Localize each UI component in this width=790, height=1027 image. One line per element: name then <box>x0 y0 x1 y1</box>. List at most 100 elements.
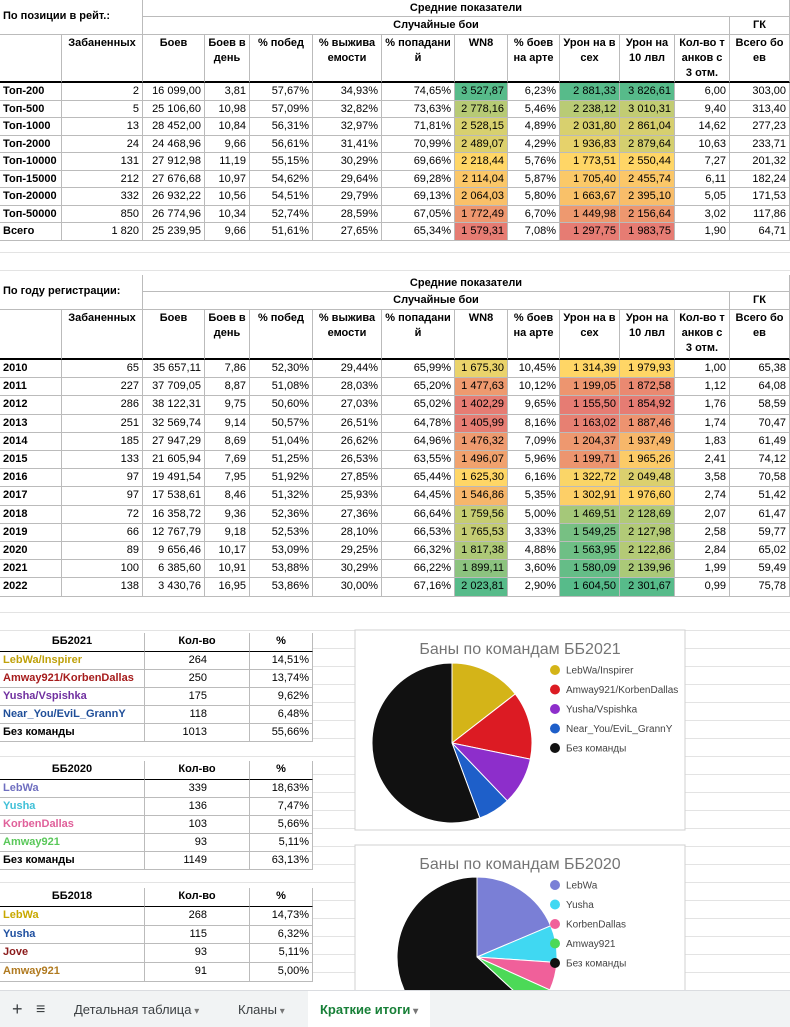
cell: 2021 <box>0 560 62 579</box>
cell: 70,47 <box>730 414 790 433</box>
cell: 2,84 <box>675 542 730 561</box>
cell: 70,58 <box>730 469 790 488</box>
add-sheet[interactable]: + <box>12 999 23 1019</box>
cell: Кол-во танков с 3 отм. <box>675 35 730 83</box>
cell: 29,64% <box>313 170 382 188</box>
cell: Урон на всех <box>560 310 620 360</box>
cell: 9 656,46 <box>143 542 205 561</box>
cell: 7,86 <box>205 360 250 379</box>
cell: 1 772,49 <box>455 205 508 223</box>
cell: 64,96% <box>382 432 455 451</box>
legend-label: Yusha/Vspishka <box>566 705 638 716</box>
cell: 2 122,86 <box>620 542 675 561</box>
cell: 5,11% <box>250 944 313 964</box>
cell: Без команды <box>0 724 145 742</box>
cell: 7,08% <box>508 223 560 241</box>
cell: 74,12 <box>730 451 790 470</box>
legend-label: LebWa/Inspirer <box>566 666 634 677</box>
cell: 32,82% <box>313 100 382 118</box>
cell: 1 496,07 <box>455 451 508 470</box>
cell: 91 <box>145 963 250 982</box>
cell: 332 <box>62 188 143 206</box>
cell: 1 675,30 <box>455 360 508 379</box>
cell: 4,88% <box>508 542 560 561</box>
cell: 9,62% <box>250 688 313 706</box>
cell: 1 199,71 <box>560 451 620 470</box>
cell: 50,57% <box>250 414 313 433</box>
cell: 286 <box>62 396 143 415</box>
cell: 1 477,63 <box>455 378 508 397</box>
cell: % попаданий <box>382 35 455 83</box>
cell: Топ-50000 <box>0 205 62 223</box>
cell: По году регистрации: <box>0 275 143 310</box>
pie-slice <box>450 742 531 802</box>
cell: 52,53% <box>250 523 313 542</box>
cell: 2 238,12 <box>560 100 620 118</box>
sheet-tab[interactable]: Кланы ▾ <box>226 991 297 1027</box>
cell: 1,76 <box>675 396 730 415</box>
cell: 1 820 <box>62 223 143 241</box>
cell: 25 106,60 <box>143 100 205 118</box>
cell: 55,66% <box>250 724 313 742</box>
cell: 1 163,02 <box>560 414 620 433</box>
cell: 277,23 <box>730 118 790 136</box>
cell: 9,66 <box>205 223 250 241</box>
cell: 2 489,07 <box>455 135 508 153</box>
cell: 212 <box>62 170 143 188</box>
cell: 16,95 <box>205 578 250 597</box>
legend-swatch <box>550 743 560 753</box>
tab-menu-arrow[interactable]: ▾ <box>191 1006 200 1017</box>
cell: Amway921 <box>0 834 145 852</box>
cell: 27,03% <box>313 396 382 415</box>
cell: 52,36% <box>250 505 313 524</box>
cell: KorbenDallas <box>0 816 145 834</box>
tab-label: Кланы <box>238 1002 277 1017</box>
pie-slice <box>451 742 508 819</box>
sheet-list[interactable]: ≡ <box>36 1001 46 1018</box>
cell: 6,48% <box>250 706 313 724</box>
cell <box>0 310 62 360</box>
cell: 1 773,51 <box>560 153 620 171</box>
cell: 51,08% <box>250 378 313 397</box>
cell: 53,86% <box>250 578 313 597</box>
cell: Топ-20000 <box>0 188 62 206</box>
cell: ББ2020 <box>0 761 145 780</box>
legend-label: Yusha <box>566 900 594 911</box>
cell: 54,51% <box>250 188 313 206</box>
cell: 117,86 <box>730 205 790 223</box>
cell: 64,08 <box>730 378 790 397</box>
cell: 65,44% <box>382 469 455 488</box>
tab-label: Детальная таблица <box>74 1002 192 1017</box>
tab-menu-arrow[interactable]: ▾ <box>410 1006 419 1017</box>
cell: 6,16% <box>508 469 560 488</box>
cell: 26,53% <box>313 451 382 470</box>
cell: 8,46 <box>205 487 250 506</box>
cell: 27,65% <box>313 223 382 241</box>
cell: 63,13% <box>250 852 313 870</box>
cell: 1,12 <box>675 378 730 397</box>
cell: 5 <box>62 100 143 118</box>
sheet-tab[interactable]: Детальная таблица ▾ <box>62 991 211 1027</box>
cell: Забаненных <box>62 35 143 83</box>
cell: 54,62% <box>250 170 313 188</box>
cell: 51,32% <box>250 487 313 506</box>
cell: 67,05% <box>382 205 455 223</box>
cell: 1149 <box>145 852 250 870</box>
legend-swatch <box>550 958 560 968</box>
sheet-tab[interactable]: Краткие итоги ▾ <box>308 991 431 1027</box>
cell: 1 625,30 <box>455 469 508 488</box>
pie-slice <box>476 956 558 990</box>
cell <box>0 35 62 83</box>
cell: 2019 <box>0 523 62 542</box>
cell: 97 <box>62 487 143 506</box>
legend-swatch <box>550 938 560 949</box>
tab-menu-arrow[interactable]: ▾ <box>276 1006 285 1017</box>
cell: Топ-1000 <box>0 118 62 136</box>
cell: 50,60% <box>250 396 313 415</box>
cell: Кол-во <box>145 888 250 907</box>
cell: Без команды <box>0 852 145 870</box>
cell: 89 <box>62 542 143 561</box>
cell: 57,09% <box>250 100 313 118</box>
cell: % <box>250 633 313 652</box>
cell: Всего боев <box>730 35 790 83</box>
